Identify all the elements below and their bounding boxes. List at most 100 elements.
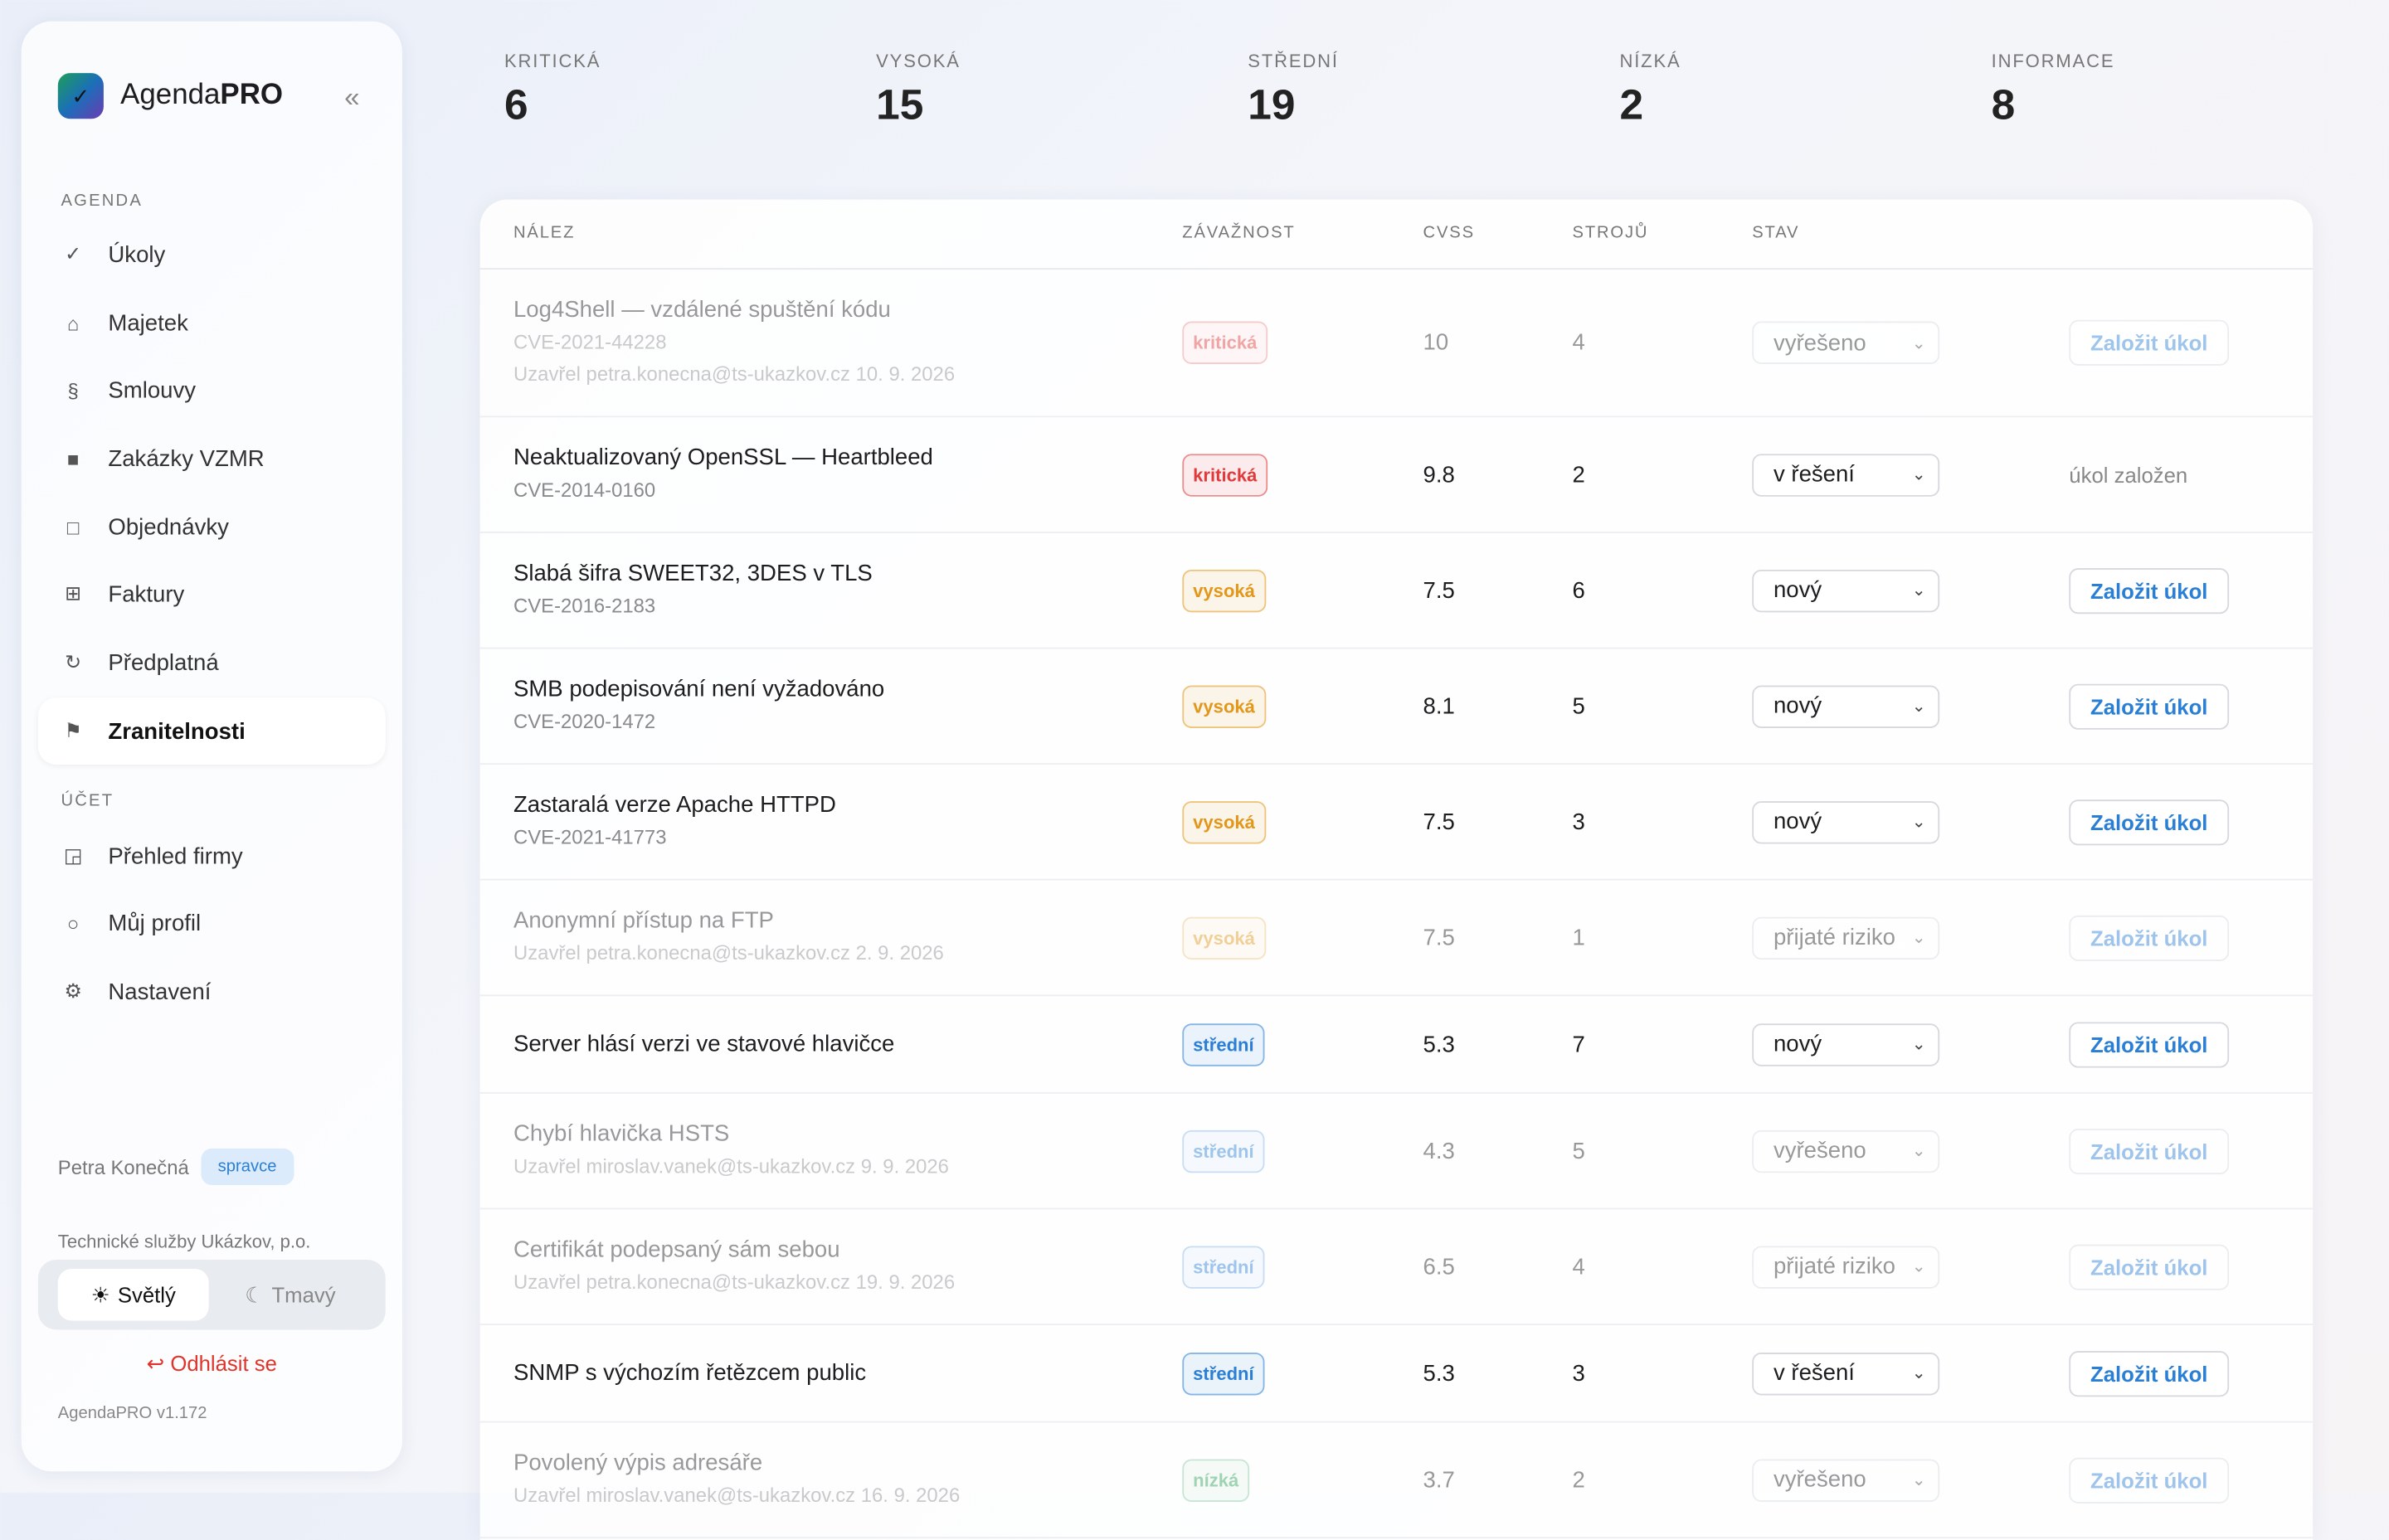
- table-row: Neaktualizovaný OpenSSL — Heartbleed CVE-…: [479, 417, 2314, 533]
- status-select[interactable]: vyřešeno ⌄: [1752, 1458, 1940, 1502]
- nav-item[interactable]: ⊞ Faktury: [65, 581, 185, 607]
- cvss: 3.7: [1423, 1466, 1455, 1494]
- create-task-button[interactable]: Založit úkol: [2069, 799, 2230, 845]
- finding: Slabá šifra SWEET32, 3DES v TLS CVE-2016-…: [513, 559, 1169, 621]
- nav-label: Můj profil: [108, 910, 202, 936]
- logout-label: Odhlásit se: [170, 1351, 277, 1376]
- create-task-button[interactable]: Založit úkol: [2069, 1128, 2230, 1174]
- app: ✓ AgendaPRO « AGENDA ✓ Úkoly ⌂ Majetek § Sml…: [37, 50, 2314, 1539]
- theme-light[interactable]: ☀ Světlý: [57, 1269, 209, 1321]
- nav-item[interactable]: ■ Zakázky VZMR: [66, 445, 265, 472]
- collapse-button[interactable]: «: [344, 82, 360, 113]
- column-header: CVSS: [1423, 224, 1475, 243]
- severity-badge: kritická: [1182, 321, 1268, 364]
- status-select[interactable]: nový ⌄: [1752, 800, 1940, 843]
- chevron: ⌄: [1911, 929, 1926, 948]
- user-name: Petra Konečná: [57, 1155, 189, 1178]
- stat-label: KRITICKÁ: [504, 50, 601, 72]
- finding: SMB podepisování není vyžadováno CVE-2020…: [513, 675, 1169, 737]
- stat: STŘEDNÍ 19: [1248, 51, 1339, 130]
- closed-note: Uzavřel miroslav.vanek@ts-ukazkov.cz 9. …: [513, 1154, 949, 1178]
- nav-item[interactable]: ○ Můj profil: [66, 910, 202, 936]
- create-task-button[interactable]: Založit úkol: [2069, 914, 2230, 961]
- finding: Certifikát podepsaný sám sebou Uzavřel pe…: [513, 1236, 1169, 1298]
- nav-item[interactable]: ✓ Úkoly: [65, 241, 166, 268]
- status: vyřešeno: [1773, 1138, 1866, 1164]
- finding-name: Zastaralá verze Apache HTTPD: [513, 792, 836, 819]
- machines: 3: [1572, 809, 1585, 835]
- status-select[interactable]: vyřešeno ⌄: [1752, 1129, 1940, 1173]
- machines: 7: [1572, 1031, 1585, 1057]
- chevron: ⌄: [1911, 466, 1926, 485]
- status-select[interactable]: nový ⌄: [1752, 569, 1940, 612]
- closed-note: Uzavřel petra.konecna@ts-ukazkov.cz 19. …: [513, 1270, 956, 1294]
- create-task-button[interactable]: Založit úkol: [2069, 683, 2230, 729]
- status-select[interactable]: přijaté riziko ⌄: [1752, 1245, 1940, 1288]
- machines: 3: [1572, 1360, 1585, 1387]
- nav-label: Faktury: [108, 581, 185, 607]
- stat: VYSOKÁ 15: [876, 51, 961, 130]
- finding: SNMP s výchozím řetězcem public: [513, 1358, 1169, 1388]
- create-task-button[interactable]: Založit úkol: [2069, 1456, 2230, 1503]
- finding: Log4Shell — vzdálené spuštění kódu CVE-20…: [513, 295, 1169, 390]
- logout[interactable]: ↩ Odhlásit se: [146, 1351, 277, 1376]
- nav-label: Nastavení: [108, 979, 212, 1005]
- status-select[interactable]: v řešení ⌄: [1752, 453, 1940, 496]
- nav-item[interactable]: ⚙ Nastavení: [64, 979, 212, 1005]
- cvss: 5.3: [1423, 1360, 1455, 1387]
- table-body: Log4Shell — vzdálené spuštění kódu CVE-20…: [479, 270, 2314, 1539]
- status: vyřešeno: [1773, 1466, 1866, 1494]
- stat: NÍZKÁ 2: [1619, 51, 1681, 130]
- status-select[interactable]: přijaté riziko ⌄: [1752, 916, 1940, 959]
- nav-item[interactable]: ⌂ Majetek: [66, 309, 188, 337]
- machines: 5: [1572, 692, 1585, 719]
- severity-badge: střední: [1182, 1129, 1265, 1173]
- cve-id: CVE-2021-44228: [513, 330, 667, 354]
- column-header: STAV: [1752, 224, 1800, 243]
- column-header: STROJŮ: [1572, 224, 1649, 243]
- nav-label: Předplatná: [108, 649, 219, 676]
- status-select[interactable]: v řešení ⌄: [1752, 1352, 1940, 1395]
- status-select[interactable]: nový ⌄: [1752, 1023, 1940, 1066]
- nav-label: Objednávky: [108, 513, 229, 541]
- status: nový: [1773, 577, 1822, 604]
- section-label: ÚČET: [61, 792, 114, 811]
- status: přijaté riziko: [1773, 924, 1895, 951]
- column-header: ZÁVAŽNOST: [1182, 224, 1296, 243]
- stat-value: 6: [504, 80, 528, 129]
- table-row: Povolený výpis adresáře Uzavřel miroslav.…: [479, 1423, 2314, 1539]
- create-task-button[interactable]: Založit úkol: [2069, 319, 2230, 366]
- status: nový: [1773, 692, 1822, 719]
- cvss: 7.5: [1423, 924, 1455, 951]
- create-task-button[interactable]: Založit úkol: [2069, 1021, 2230, 1067]
- finding-name: Log4Shell — vzdálené spuštění kódu: [513, 297, 891, 323]
- finding: Anonymní přístup na FTP Uzavřel petra.kon…: [513, 906, 1169, 969]
- status-select[interactable]: nový ⌄: [1752, 684, 1940, 728]
- nav-item[interactable]: □ Objednávky: [66, 513, 229, 541]
- organization: Technické služby Ukázkov, p.o.: [57, 1231, 311, 1252]
- create-task-button[interactable]: Založit úkol: [2069, 567, 2230, 614]
- status-select[interactable]: vyřešeno ⌄: [1752, 321, 1940, 364]
- cvss: 5.3: [1423, 1031, 1455, 1057]
- machines: 5: [1572, 1138, 1585, 1164]
- nav-item[interactable]: ↻ Předplatná: [65, 649, 219, 676]
- nav-item-active[interactable]: ⚑ Zranitelnosti: [37, 697, 386, 765]
- table-row: Zastaralá verze Apache HTTPD CVE-2021-417…: [479, 765, 2314, 881]
- chevron: ⌄: [1911, 581, 1926, 600]
- machines: 6: [1572, 577, 1585, 604]
- theme-dark[interactable]: ☾ Tmavý: [245, 1281, 336, 1307]
- stat-label: INFORMACE: [1991, 50, 2115, 72]
- theme-label: Světlý: [117, 1282, 176, 1307]
- create-task-button[interactable]: Založit úkol: [2069, 1350, 2230, 1397]
- create-task-button[interactable]: Založit úkol: [2069, 1243, 2230, 1290]
- nav-item[interactable]: § Smlouvy: [67, 376, 197, 403]
- severity-badge: střední: [1182, 1245, 1265, 1288]
- status: nový: [1773, 809, 1822, 835]
- logo: ✓ AgendaPRO: [57, 73, 283, 119]
- table-row: Log4Shell — vzdálené spuštění kódu CVE-20…: [479, 270, 2314, 418]
- nav-item[interactable]: ◲ Přehled firmy: [63, 843, 243, 869]
- stat-value: 19: [1248, 80, 1296, 129]
- finding: Povolený výpis adresáře Uzavřel miroslav.…: [513, 1449, 1169, 1511]
- finding: Zastaralá verze Apache HTTPD CVE-2021-417…: [513, 790, 1169, 853]
